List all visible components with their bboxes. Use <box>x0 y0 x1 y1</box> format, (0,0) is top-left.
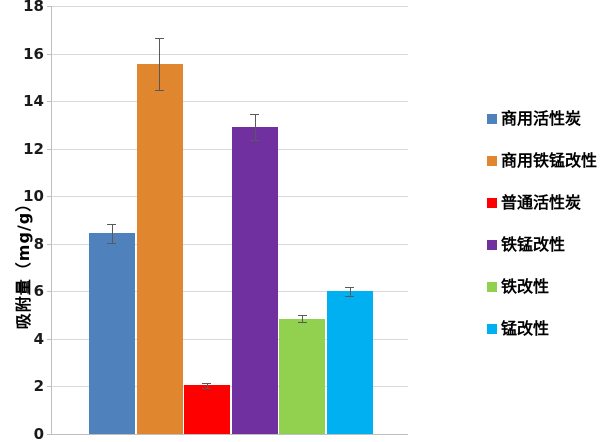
legend-swatch-icon <box>487 155 497 166</box>
legend-item-5: 锰改性 <box>487 320 597 337</box>
gridline-y-6 <box>52 291 408 292</box>
legend-item-4: 铁改性 <box>487 278 597 295</box>
gridline-y-16 <box>52 54 408 55</box>
gridline-y-10 <box>52 196 408 197</box>
error-bar-cap <box>250 140 259 141</box>
legend-label: 商用铁锰改性 <box>501 151 598 170</box>
error-bar-cap <box>345 287 354 288</box>
error-bar-cap <box>155 38 164 39</box>
legend-swatch-icon <box>487 113 497 124</box>
gridline-y-14 <box>52 101 408 102</box>
error-bar-line <box>350 287 351 297</box>
y-tick-label-2: 2 <box>33 377 44 395</box>
y-tick-mark <box>47 291 51 292</box>
legend-item-3: 铁锰改性 <box>487 236 597 253</box>
legend-item-2: 普通活性炭 <box>487 194 597 211</box>
y-tick-mark <box>47 6 51 7</box>
y-tick-mark <box>47 149 51 150</box>
y-tick-mark <box>47 244 51 245</box>
y-tick-label-12: 12 <box>23 140 44 158</box>
error-bar-cap <box>250 114 259 115</box>
bar-series-2 <box>184 385 230 434</box>
legend-label: 铁改性 <box>501 277 550 296</box>
y-tick-mark <box>47 386 51 387</box>
gridline-y-2 <box>52 386 408 387</box>
y-tick-mark <box>47 101 51 102</box>
error-bar-line <box>255 114 256 140</box>
y-tick-label-14: 14 <box>23 92 44 110</box>
y-axis-title: 吸附量（mg/g） <box>14 194 33 330</box>
legend-swatch-icon <box>487 323 497 334</box>
error-bar-line <box>112 224 113 243</box>
bar-series-5 <box>327 291 373 434</box>
legend: 商用活性炭商用铁锰改性 普通活性炭铁锰改性铁改性锰改性 <box>487 110 597 362</box>
y-tick-mark <box>47 196 51 197</box>
legend-swatch-icon <box>487 281 497 292</box>
bar-series-3 <box>232 127 278 434</box>
y-tick-mark <box>47 54 51 55</box>
error-bar-line <box>159 38 160 90</box>
error-bar-cap <box>202 383 211 384</box>
y-tick-label-10: 10 <box>23 187 44 205</box>
error-bar-cap <box>345 296 354 297</box>
legend-swatch-icon <box>487 239 497 250</box>
error-bar-cap <box>107 224 116 225</box>
legend-label: 铁锰改性 <box>501 235 566 254</box>
error-bar-cap <box>155 90 164 91</box>
error-bar-line <box>207 383 208 388</box>
gridline-y-18 <box>52 6 408 7</box>
legend-label: 普通活性炭 <box>501 193 582 212</box>
error-bar-cap <box>298 315 307 316</box>
y-tick-label-0: 0 <box>33 425 44 442</box>
y-tick-mark <box>47 339 51 340</box>
bar-series-4 <box>279 319 325 434</box>
y-tick-label-16: 16 <box>23 45 44 63</box>
bar-series-0 <box>89 233 135 434</box>
legend-label: 商用活性炭 <box>501 109 582 128</box>
legend-item-0: 商用活性炭 <box>487 110 597 127</box>
bar-series-1 <box>137 64 183 434</box>
legend-label: 锰改性 <box>501 319 550 338</box>
y-tick-label-18: 18 <box>23 0 44 15</box>
y-tick-label-6: 6 <box>33 282 44 300</box>
legend-item-1: 商用铁锰改性 <box>487 152 597 169</box>
gridline-y-8 <box>52 244 408 245</box>
legend-swatch-icon <box>487 197 497 208</box>
plot-area <box>51 6 408 435</box>
gridline-y-12 <box>52 149 408 150</box>
y-tick-mark <box>47 434 51 435</box>
gridline-y-4 <box>52 339 408 340</box>
error-bar-cap <box>298 322 307 323</box>
error-bar-cap <box>202 388 211 389</box>
y-tick-label-8: 8 <box>33 235 44 253</box>
error-bar-cap <box>107 243 116 244</box>
y-tick-label-4: 4 <box>33 330 44 348</box>
error-bar-line <box>302 315 303 322</box>
